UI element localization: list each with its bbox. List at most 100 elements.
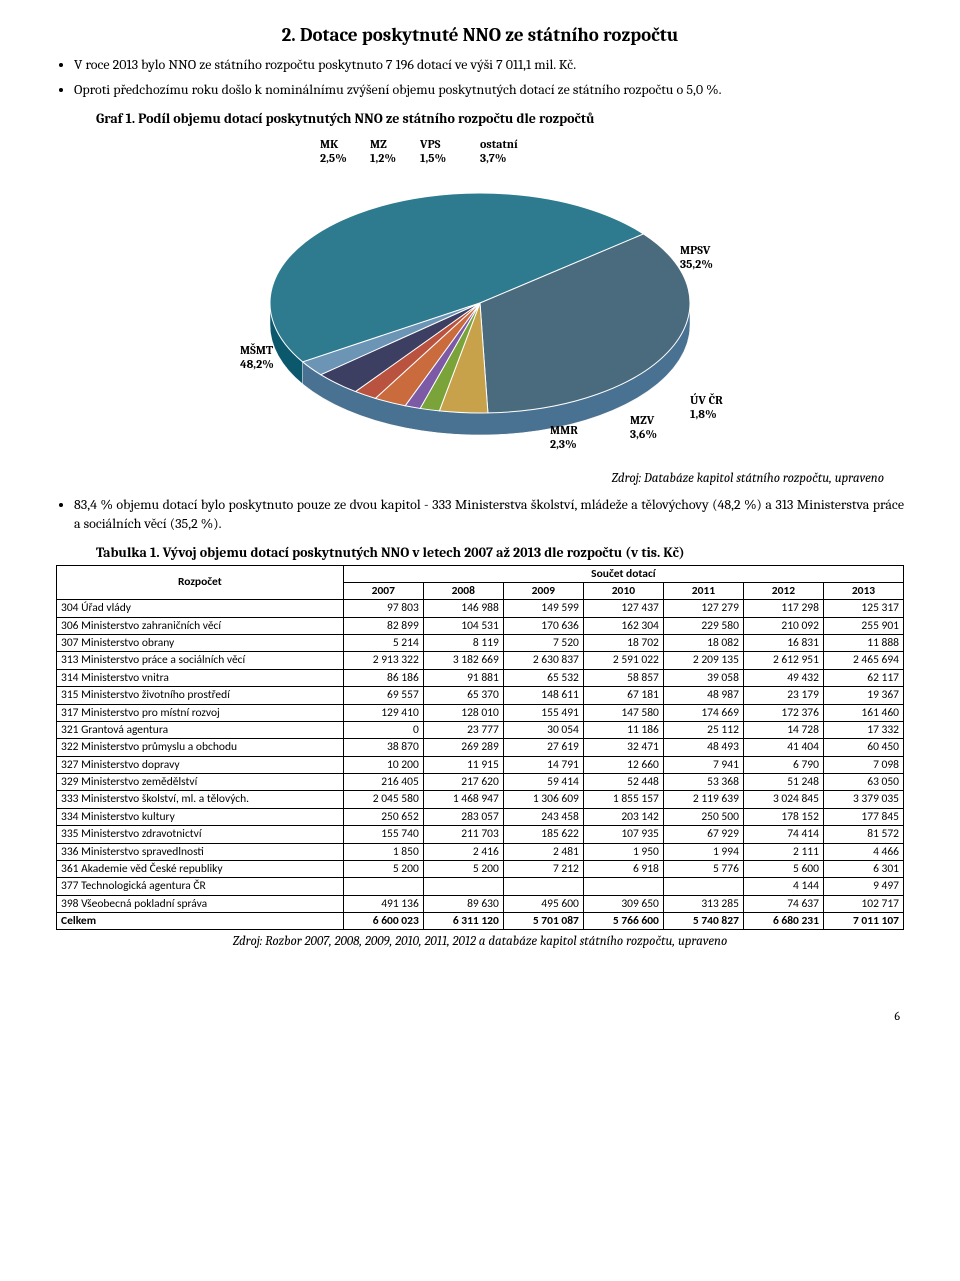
cell: 148 611 bbox=[503, 687, 583, 704]
table-row: 321 Grantová agentura023 77730 05411 186… bbox=[57, 721, 904, 738]
row-label: 329 Ministerstvo zemědělství bbox=[57, 774, 344, 791]
cell: 2 416 bbox=[423, 843, 503, 860]
row-label: 335 Ministerstvo zdravotnictví bbox=[57, 826, 344, 843]
cell: 97 803 bbox=[343, 600, 423, 617]
row-label: 307 Ministerstvo obrany bbox=[57, 635, 344, 652]
cell bbox=[503, 878, 583, 895]
cell: 255 901 bbox=[823, 617, 903, 634]
cell: 86 186 bbox=[343, 669, 423, 686]
cell: 3 379 035 bbox=[823, 791, 903, 808]
table-row: 361 Akademie věd České republiky5 2005 2… bbox=[57, 860, 904, 877]
cell: 48 987 bbox=[663, 687, 743, 704]
row-label: 333 Ministerstvo školství, ml. a tělovýc… bbox=[57, 791, 344, 808]
cell: 5 200 bbox=[423, 860, 503, 877]
cell: 82 899 bbox=[343, 617, 423, 634]
row-label: 313 Ministerstvo práce a sociálních věcí bbox=[57, 652, 344, 669]
pie-label-mpsv: MPSV35,2% bbox=[680, 243, 713, 271]
mid-bullets: 83,4 % objemu dotací bylo poskytnuto pou… bbox=[56, 496, 904, 534]
cell bbox=[663, 878, 743, 895]
cell: 81 572 bbox=[823, 826, 903, 843]
cell: 250 500 bbox=[663, 808, 743, 825]
table-row: 327 Ministerstvo dopravy10 20011 91514 7… bbox=[57, 756, 904, 773]
cell: 1 850 bbox=[343, 843, 423, 860]
row-label: 314 Ministerstvo vnitra bbox=[57, 669, 344, 686]
cell: 243 458 bbox=[503, 808, 583, 825]
cell: 127 279 bbox=[663, 600, 743, 617]
cell: 250 652 bbox=[343, 808, 423, 825]
cell: 63 050 bbox=[823, 774, 903, 791]
cell: 2 591 022 bbox=[583, 652, 663, 669]
table-row: 315 Ministerstvo životního prostředí69 5… bbox=[57, 687, 904, 704]
cell: 59 414 bbox=[503, 774, 583, 791]
th-soucet-dotaci: Součet dotací bbox=[343, 565, 903, 582]
row-label: 306 Ministerstvo zahraničních věcí bbox=[57, 617, 344, 634]
cell: 2 209 135 bbox=[663, 652, 743, 669]
cell: 48 493 bbox=[663, 739, 743, 756]
cell: 9 497 bbox=[823, 878, 903, 895]
cell: 2 913 322 bbox=[343, 652, 423, 669]
cell: 155 491 bbox=[503, 704, 583, 721]
cell: 2 465 694 bbox=[823, 652, 903, 669]
cell: 185 622 bbox=[503, 826, 583, 843]
cell: 11 888 bbox=[823, 635, 903, 652]
cell: 7 011 107 bbox=[823, 913, 903, 930]
cell: 58 857 bbox=[583, 669, 663, 686]
cell: 53 368 bbox=[663, 774, 743, 791]
cell: 23 777 bbox=[423, 721, 503, 738]
th-year: 2013 bbox=[823, 582, 903, 599]
cell: 49 432 bbox=[743, 669, 823, 686]
cell: 14 791 bbox=[503, 756, 583, 773]
table-row: 313 Ministerstvo práce a sociálních věcí… bbox=[57, 652, 904, 669]
cell: 12 660 bbox=[583, 756, 663, 773]
cell: 14 728 bbox=[743, 721, 823, 738]
cell: 147 580 bbox=[583, 704, 663, 721]
cell: 27 619 bbox=[503, 739, 583, 756]
cell: 6 600 023 bbox=[343, 913, 423, 930]
table-row: 377 Technologická agentura ČR4 1449 497 bbox=[57, 878, 904, 895]
cell: 104 531 bbox=[423, 617, 503, 634]
cell: 2 630 837 bbox=[503, 652, 583, 669]
intro-bullets: V roce 2013 bylo NNO ze státního rozpočt… bbox=[56, 56, 904, 100]
cell: 203 142 bbox=[583, 808, 663, 825]
page-number: 6 bbox=[56, 1009, 904, 1023]
th-year: 2012 bbox=[743, 582, 823, 599]
table-row: 398 Všeobecná pokladní správa491 13689 6… bbox=[57, 895, 904, 912]
cell: 2 612 951 bbox=[743, 652, 823, 669]
section-title: 2. Dotace poskytnuté NNO ze státního roz… bbox=[56, 24, 904, 46]
intro-bullet-2: Oproti předchozímu roku došlo k nomináln… bbox=[74, 81, 904, 100]
cell: 23 179 bbox=[743, 687, 823, 704]
table-body: 304 Úřad vlády97 803146 988149 599127 43… bbox=[57, 600, 904, 930]
cell: 6 301 bbox=[823, 860, 903, 877]
cell: 6 311 120 bbox=[423, 913, 503, 930]
cell: 129 410 bbox=[343, 704, 423, 721]
cell: 170 636 bbox=[503, 617, 583, 634]
row-label: 377 Technologická agentura ČR bbox=[57, 878, 344, 895]
cell: 69 557 bbox=[343, 687, 423, 704]
cell: 217 620 bbox=[423, 774, 503, 791]
cell: 309 650 bbox=[583, 895, 663, 912]
cell: 229 580 bbox=[663, 617, 743, 634]
cell: 52 448 bbox=[583, 774, 663, 791]
cell: 11 915 bbox=[423, 756, 503, 773]
cell: 18 082 bbox=[663, 635, 743, 652]
cell: 491 136 bbox=[343, 895, 423, 912]
th-year: 2011 bbox=[663, 582, 743, 599]
cell: 30 054 bbox=[503, 721, 583, 738]
mid-bullet: 83,4 % objemu dotací bylo poskytnuto pou… bbox=[74, 496, 904, 534]
cell: 25 112 bbox=[663, 721, 743, 738]
cell: 16 831 bbox=[743, 635, 823, 652]
intro-bullet-1: V roce 2013 bylo NNO ze státního rozpočt… bbox=[74, 56, 904, 75]
pie-label-vps: VPS1,5% bbox=[420, 137, 446, 165]
cell: 74 414 bbox=[743, 826, 823, 843]
cell: 161 460 bbox=[823, 704, 903, 721]
cell: 313 285 bbox=[663, 895, 743, 912]
cell: 38 870 bbox=[343, 739, 423, 756]
cell bbox=[423, 878, 503, 895]
table-row: 335 Ministerstvo zdravotnictví155 740211… bbox=[57, 826, 904, 843]
table-row: 314 Ministerstvo vnitra86 18691 88165 53… bbox=[57, 669, 904, 686]
cell: 19 367 bbox=[823, 687, 903, 704]
cell: 3 182 669 bbox=[423, 652, 503, 669]
cell: 62 117 bbox=[823, 669, 903, 686]
cell: 1 950 bbox=[583, 843, 663, 860]
cell: 39 058 bbox=[663, 669, 743, 686]
